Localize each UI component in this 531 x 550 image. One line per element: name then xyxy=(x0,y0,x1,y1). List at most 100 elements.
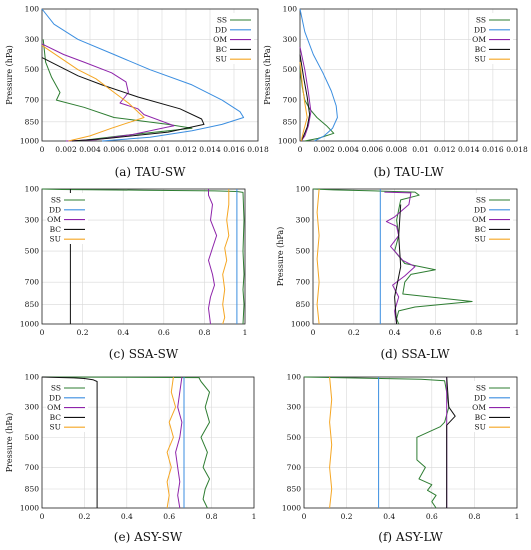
x-tick-label: 0.2 xyxy=(341,512,353,521)
x-tick-label: 0.2 xyxy=(77,328,89,337)
legend-box xyxy=(471,381,513,432)
y-tick-label: 100 xyxy=(25,5,40,14)
legend-label-su: SU xyxy=(475,235,486,244)
series-line-dd xyxy=(41,8,245,142)
series-line-su xyxy=(329,376,333,509)
legend-label-ss: SS xyxy=(217,16,227,25)
legend-label-dd: DD xyxy=(49,205,61,214)
y-tick-label: 700 xyxy=(25,96,40,105)
series-line-su xyxy=(41,44,145,142)
y-tick-label: 1000 xyxy=(20,137,39,146)
x-tick-label: 0 xyxy=(40,512,45,521)
legend-label-bc: BC xyxy=(216,45,228,54)
x-tick-label: 0.4 xyxy=(383,512,395,521)
chart-panel-1: 0 0.002 0.004 0.006 0.008 0.01 0.012 0.014 0.016… xyxy=(5,5,269,180)
series-line-su xyxy=(166,376,177,509)
y-tick-label: 500 xyxy=(296,247,311,256)
plot-frame xyxy=(312,188,518,325)
x-tick-label: 0.8 xyxy=(468,512,480,521)
legend-label-su: SU xyxy=(475,55,486,64)
y-tick-label: 850 xyxy=(25,485,40,494)
x-tick-label: 0.8 xyxy=(470,328,482,337)
y-tick-label: 850 xyxy=(25,300,40,309)
y-axis-label: Pressure (hPa) xyxy=(5,45,14,105)
legend-label-bc: BC xyxy=(475,413,487,422)
y-tick-label: 300 xyxy=(283,35,298,44)
x-tick-label: 0.6 xyxy=(158,328,170,337)
series-line-ss xyxy=(312,188,473,325)
legend-label-su: SU xyxy=(50,423,61,432)
y-tick-label: 500 xyxy=(25,247,40,256)
plot-frame xyxy=(299,8,518,142)
y-tick-label: 700 xyxy=(25,278,40,287)
x-tick-label: 0.002 xyxy=(313,145,335,154)
chart-panel-4: 0 0.2 0.4 0.6 0.8 1 100 300 500 700 850 1000 Pressur… xyxy=(276,185,519,362)
y-tick-label: 500 xyxy=(25,433,40,442)
y-tick-label: 100 xyxy=(25,373,40,382)
y-tick-label: 100 xyxy=(25,185,40,194)
x-tick-label: 1 xyxy=(515,328,520,337)
chart-panel-2: 0 0.002 0.004 0.006 0.008 0.01 0.012 0.014 0.016… xyxy=(263,5,528,180)
y-axis-label: Pressure (hPa) xyxy=(5,413,14,473)
x-tick-label: 0.002 xyxy=(55,145,77,154)
legend-label-ss: SS xyxy=(476,16,486,25)
y-tick-label: 500 xyxy=(283,65,298,74)
legend-box xyxy=(471,13,513,64)
series-line-ss xyxy=(41,376,210,509)
y-tick-label: 850 xyxy=(25,117,40,126)
y-tick-label: 700 xyxy=(283,96,298,105)
x-tick-label: 0.004 xyxy=(337,145,359,154)
panel-caption: (d) SSA-LW xyxy=(380,347,450,361)
x-tick-label: 1 xyxy=(243,328,248,337)
y-tick-label: 300 xyxy=(25,403,40,412)
y-tick-label: 1000 xyxy=(20,504,39,513)
series-line-bc xyxy=(299,54,311,142)
legend-box xyxy=(46,193,88,244)
x-tick-label: 0 xyxy=(40,145,45,154)
series-line-dd xyxy=(299,8,338,142)
y-axis-label: Pressure (hPa) xyxy=(263,45,272,105)
series-line-bc xyxy=(41,376,98,508)
y-tick-label: 1000 xyxy=(20,320,39,329)
x-tick-label: 0 xyxy=(311,328,316,337)
panel-caption: (f) ASY-LW xyxy=(378,530,443,544)
x-tick-label: 0 xyxy=(298,145,303,154)
legend-label-su: SU xyxy=(50,235,61,244)
x-tick-label: 0 xyxy=(302,512,307,521)
y-tick-label: 850 xyxy=(287,485,302,494)
y-tick-label: 700 xyxy=(296,278,311,287)
y-tick-label: 500 xyxy=(287,433,302,442)
legend-label-bc: BC xyxy=(50,225,62,234)
legend-label-su: SU xyxy=(475,423,486,432)
series-line-om xyxy=(384,191,416,325)
x-tick-label: 0.01 xyxy=(412,145,429,154)
x-tick-label: 0.6 xyxy=(429,328,441,337)
legend-label-bc: BC xyxy=(475,225,487,234)
x-tick-label: 0.008 xyxy=(127,145,149,154)
series-line-su xyxy=(222,189,230,325)
x-tick-label: 1 xyxy=(252,512,257,521)
x-tick-label: 0.006 xyxy=(362,145,384,154)
legend-label-om: OM xyxy=(472,215,486,224)
series-line-om xyxy=(41,43,175,142)
series-line-su xyxy=(299,62,308,142)
panel-caption: (e) ASY-SW xyxy=(114,530,183,544)
x-tick-label: 1 xyxy=(515,512,520,521)
x-tick-label: 0.008 xyxy=(386,145,408,154)
chart-panel-3: 0 0.2 0.4 0.6 0.8 1 100 300 500 700 850 1000 SSDDOMB… xyxy=(20,185,247,362)
legend-label-bc: BC xyxy=(475,45,487,54)
legend-box xyxy=(46,381,88,432)
x-tick-label: 0.004 xyxy=(79,145,101,154)
legend-label-dd: DD xyxy=(215,25,227,34)
legend-label-ss: SS xyxy=(51,196,61,205)
chart-panel-5: 0 0.2 0.4 0.6 0.8 1 100 300 500 700 850 1000 Pressur… xyxy=(5,373,256,545)
x-tick-label: 0.016 xyxy=(223,145,245,154)
y-tick-label: 850 xyxy=(283,117,298,126)
x-tick-label: 0.6 xyxy=(163,512,175,521)
series-line-bc xyxy=(446,376,456,508)
series-line-ss xyxy=(303,376,450,509)
y-tick-label: 300 xyxy=(287,403,302,412)
legend-label-su: SU xyxy=(216,55,227,64)
y-tick-label: 1000 xyxy=(282,504,301,513)
series-line-om xyxy=(208,189,218,325)
